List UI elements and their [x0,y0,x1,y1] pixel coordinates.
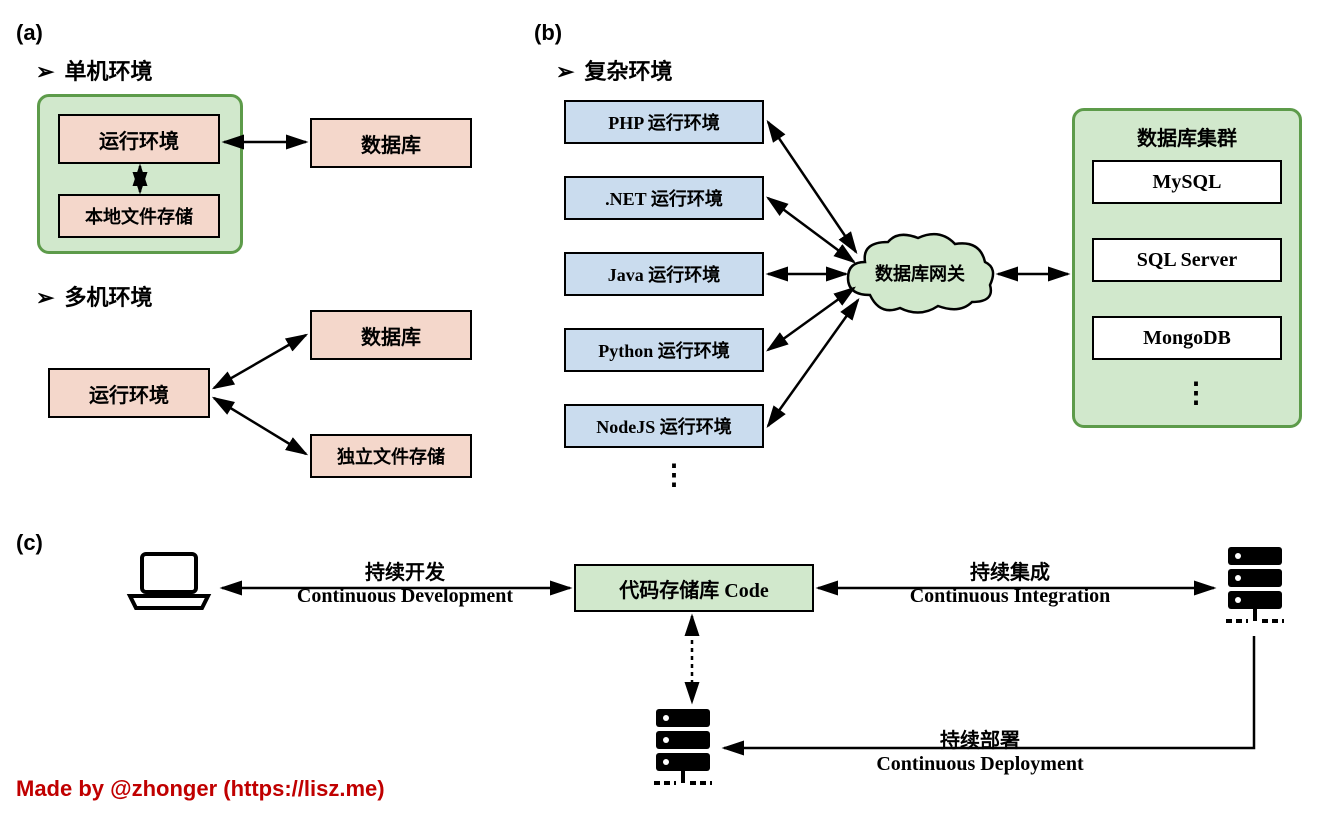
gateway-label: 数据库网关 [860,260,980,286]
single-env-title: ➢单机环境 [36,54,152,86]
runtimes-ellipsis: ⋮ [660,458,690,492]
db-sqlserver: SQL Server [1092,238,1282,282]
runtime-php: PHP 运行环境 [564,100,764,144]
db-mongodb: MongoDB [1092,316,1282,360]
runtime-java: Java 运行环境 [564,252,764,296]
panel-c-label: (c) [16,530,43,556]
panel-b-label: (b) [534,20,562,46]
dep-label: 持续部署 Continuous Deployment [830,724,1130,776]
file-storage-box: 独立文件存储 [310,434,472,478]
multi-env-title: ➢多机环境 [36,280,152,312]
runtime-python: Python 运行环境 [564,328,764,372]
local-storage-box: 本地文件存储 [58,194,220,238]
server-icon-right [1220,543,1290,633]
complex-env-title: ➢复杂环境 [556,54,672,86]
code-repo-box: 代码存储库 Code [574,564,814,612]
attribution: Made by @zhonger (https://lisz.me) [16,776,385,802]
runtime-box: 运行环境 [58,114,220,164]
db-mysql: MySQL [1092,160,1282,204]
int-label: 持续集成 Continuous Integration [870,556,1150,608]
runtime-nodejs: NodeJS 运行环境 [564,404,764,448]
laptop-icon [124,548,214,618]
dev-label: 持续开发 Continuous Development [270,556,540,608]
runtime2-box: 运行环境 [48,368,210,418]
runtime-dotnet: .NET 运行环境 [564,176,764,220]
db-cluster-title: 数据库集群 [1072,122,1302,151]
server-icon-bottom [648,705,718,795]
database-box-a: 数据库 [310,118,472,168]
panel-a-label: (a) [16,20,43,46]
db-ellipsis: ⋮ [1182,376,1212,410]
database2-box: 数据库 [310,310,472,360]
